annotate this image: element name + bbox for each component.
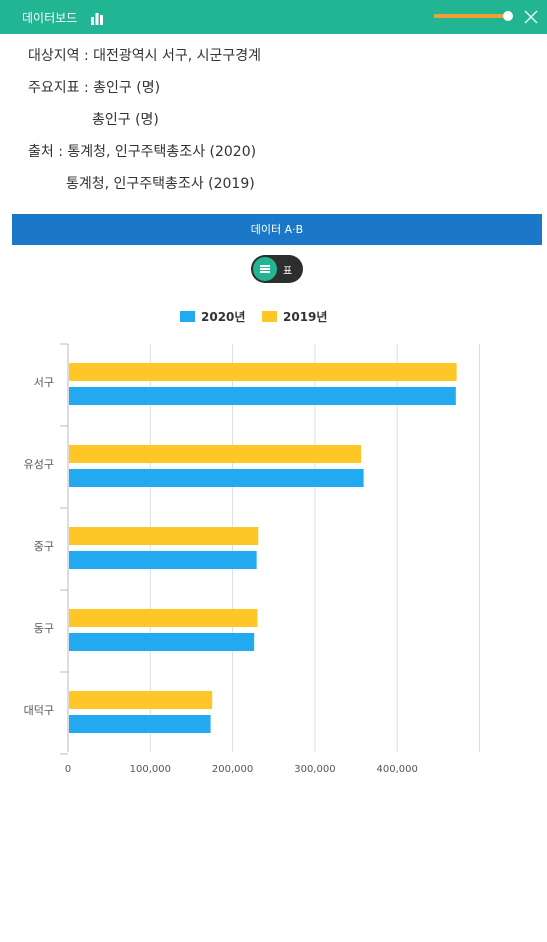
category-label: 동구 xyxy=(34,622,54,635)
bar-2019년-대덕구[interactable] xyxy=(69,691,213,709)
slider-fill xyxy=(434,14,509,18)
region-info: 대상지역 : 대전광역시 서구, 시군구경계 xyxy=(28,48,262,64)
close-icon[interactable] xyxy=(524,9,538,28)
x-tick-label: 200,000 xyxy=(212,764,253,775)
chart-legend: 2020년 2019년 xyxy=(0,308,547,326)
x-tick-label: 100,000 xyxy=(130,764,171,775)
table-view-label[interactable]: 표 xyxy=(283,266,293,277)
bar-2019년-중구[interactable] xyxy=(69,527,259,545)
chart-view-button[interactable] xyxy=(253,257,277,281)
legend-swatch-2019 xyxy=(262,311,277,322)
top-bar: 데이터보드 xyxy=(0,0,547,34)
bar-2019년-서구[interactable] xyxy=(69,363,457,381)
bar-2019년-유성구[interactable] xyxy=(69,445,362,463)
slider-handle[interactable] xyxy=(503,11,514,21)
opacity-slider[interactable] xyxy=(434,11,514,21)
app-title: 데이터보드 xyxy=(22,11,78,25)
bar-2020년-대덕구[interactable] xyxy=(69,715,211,733)
category-label: 서구 xyxy=(34,376,54,389)
bar-2020년-유성구[interactable] xyxy=(69,469,364,487)
bar-2020년-서구[interactable] xyxy=(69,387,456,405)
x-tick-label: 400,000 xyxy=(377,764,418,775)
bar-2019년-동구[interactable] xyxy=(69,609,258,627)
indicator-info-2: 총인구 (명) xyxy=(92,112,159,128)
bar-chart-icon[interactable] xyxy=(91,10,105,29)
tab-data-ab[interactable]: 데이터 A·B xyxy=(12,214,542,245)
source-info: 출처 : 통계청, 인구주택총조사 (2020) xyxy=(28,144,257,160)
bar-2020년-중구[interactable] xyxy=(69,551,257,569)
legend-label-2020: 2020년 xyxy=(201,310,246,324)
bar-2020년-동구[interactable] xyxy=(69,633,255,651)
category-label: 중구 xyxy=(34,540,54,553)
x-tick-label: 0 xyxy=(65,764,71,775)
legend-label-2019: 2019년 xyxy=(283,310,328,324)
category-label: 대덕구 xyxy=(24,704,54,717)
source-info-2: 통계청, 인구주택총조사 (2019) xyxy=(66,176,255,192)
legend-swatch-2020 xyxy=(180,311,195,322)
x-tick-label: 300,000 xyxy=(294,764,335,775)
indicator-info: 주요지표 : 총인구 (명) xyxy=(28,80,161,96)
category-label: 유성구 xyxy=(24,458,54,471)
view-toggle[interactable]: 표 xyxy=(251,255,303,283)
